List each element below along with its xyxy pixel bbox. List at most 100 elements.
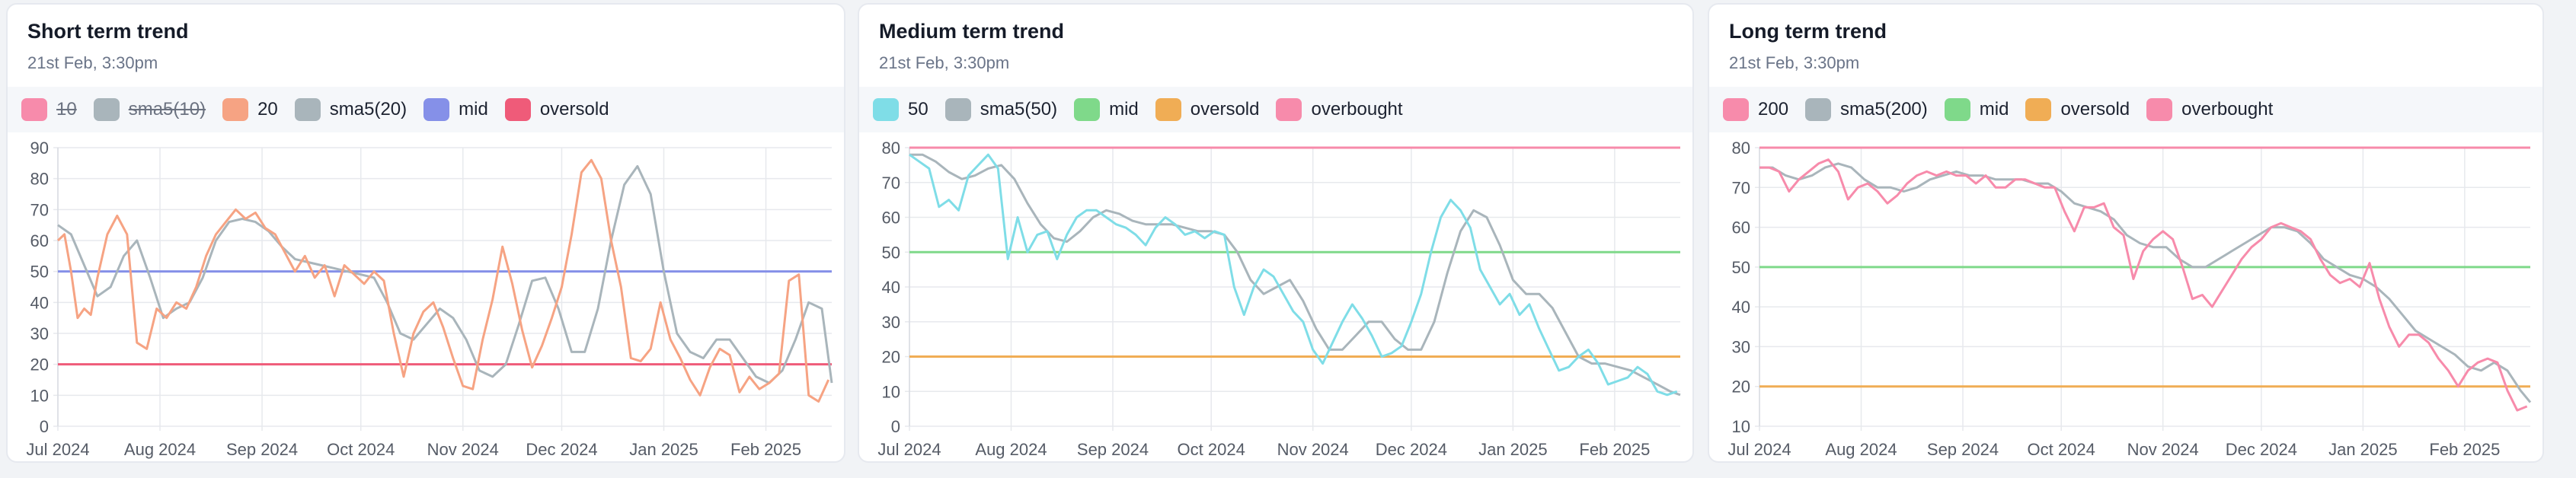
card-header: Short term trend 21st Feb, 3:30pm [8,5,844,84]
x-tick-label: Aug 2024 [975,440,1047,459]
x-tick-label: Jul 2024 [1727,440,1791,459]
legend-item-20[interactable]: 20 [222,98,278,121]
long-term-chart: 10 20 30 40 50 60 70 80 Jul 2024 Aug 2024 Sep 2024… [1727,139,2532,459]
y-tick-label: 40 [1732,298,1750,317]
x-tick-label: Feb 2025 [2429,440,2500,459]
y-tick-label: 80 [882,139,900,158]
series-line-sma5-50 [909,153,1681,397]
y-tick-label: 20 [882,348,900,367]
y-tick-label: 30 [30,324,49,343]
short-term-trend-card: Short term trend 21st Feb, 3:30pm 10 sma5… [6,3,845,463]
legend-item-overbought[interactable]: overbought [2146,98,2273,121]
legend-item-oversold[interactable]: oversold [2025,98,2130,121]
legend-label: 10 [56,99,77,120]
legend-label: sma5(10) [128,99,206,120]
x-tick-label: Sep 2024 [1077,440,1149,459]
y-tick-label: 50 [30,263,49,282]
legend-item-oversold[interactable]: oversold [504,98,609,121]
x-tick-label: Oct 2024 [327,440,395,459]
y-tick-label: 20 [1732,378,1750,397]
x-tick-label: Jan 2025 [2328,440,2398,459]
x-tick-label: Feb 2025 [730,440,801,459]
x-tick-label: Nov 2024 [427,440,499,459]
series-line-200 [1759,158,2528,412]
y-tick-label: 40 [882,278,900,297]
card-title: Short term trend [27,20,189,43]
legend-item-mid[interactable]: mid [1944,98,2009,121]
legend-label: overbought [2181,99,2274,120]
x-tick-label: Dec 2024 [526,440,597,459]
legend-label: mid [1979,99,2009,120]
card-timestamp: 21st Feb, 3:30pm [879,53,1010,72]
card-title: Medium term trend [879,20,1065,43]
legend-swatch [21,98,47,121]
card-timestamp: 21st Feb, 3:30pm [1729,53,1860,72]
x-tick-label: Aug 2024 [124,440,196,459]
legend-label: 200 [1758,99,1789,120]
y-tick-label: 70 [1732,178,1750,197]
x-tick-label: Oct 2024 [1178,440,1245,459]
x-tick-label: Jul 2024 [877,440,941,459]
legend-item-50[interactable]: 50 [873,98,928,121]
x-tick-label: Feb 2025 [1579,440,1650,459]
legend-label: oversold [2060,99,2130,120]
legend-swatch [504,98,531,121]
chart-legend: 10 sma5(10) 20 sma5(20) mid oversold [8,87,844,132]
legend-item-sma5-50[interactable]: sma5(50) [944,98,1058,121]
chart-legend: 50 sma5(50) mid oversold overbought [859,87,1692,132]
legend-label: sma5(20) [329,99,407,120]
legend-item-10[interactable]: 10 [21,98,77,121]
y-tick-label: 20 [30,355,49,374]
chart-legend: 200 sma5(200) mid oversold overbought [1709,87,2542,132]
legend-swatch [1074,98,1101,121]
medium-term-chart: 0 10 20 30 40 50 60 70 80 Jul 2024 Aug 2024 Sep 202… [877,139,1681,459]
y-tick-label: 40 [30,293,49,312]
legend-label: mid [1109,99,1139,120]
legend-swatch [1805,98,1832,121]
long-term-trend-card: Long term trend 21st Feb, 3:30pm 200 sma5… [1708,3,2544,463]
medium-term-trend-card: Medium term trend 21st Feb, 3:30pm 50 sma… [858,3,1694,463]
legend-item-sma5-20[interactable]: sma5(20) [294,98,407,121]
legend-item-mid[interactable]: mid [1074,98,1139,121]
card-header: Long term trend 21st Feb, 3:30pm [1709,5,2542,84]
legend-swatch [1155,98,1181,121]
y-tick-label: 10 [30,386,49,405]
series-line-20 [56,158,830,403]
y-tick-label: 60 [1732,218,1750,237]
legend-swatch [1944,98,1970,121]
legend-item-overbought[interactable]: overbought [1276,98,1403,121]
y-tick-label: 60 [882,209,900,228]
legend-label: sma5(50) [980,99,1058,120]
legend-swatch [2146,98,2173,121]
card-title: Long term trend [1729,20,1887,43]
legend-item-200[interactable]: 200 [1723,98,1788,121]
x-tick-label: Oct 2024 [2028,440,2095,459]
series-line-sma5-20 [57,164,833,384]
legend-item-sma5-10[interactable]: sma5(10) [93,98,206,121]
legend-item-oversold[interactable]: oversold [1155,98,1259,121]
y-tick-label: 70 [882,174,900,193]
legend-swatch [294,98,321,121]
legend-swatch [222,98,249,121]
y-tick-label: 50 [882,243,900,262]
y-tick-label: 60 [30,231,49,250]
y-tick-label: 70 [30,200,49,219]
x-tick-label: Nov 2024 [2127,440,2199,459]
legend-label: overbought [1311,99,1403,120]
y-tick-label: 30 [1732,337,1750,356]
x-tick-label: Nov 2024 [1277,440,1349,459]
legend-item-sma5-200[interactable]: sma5(200) [1805,98,1928,121]
y-tick-label: 30 [882,313,900,332]
legend-item-mid[interactable]: mid [423,98,488,121]
y-tick-label: 10 [882,382,900,401]
legend-label: 50 [908,99,928,120]
series-line-50 [909,153,1678,397]
x-tick-label: Jan 2025 [1478,440,1548,459]
legend-swatch [1723,98,1749,121]
y-tick-label: 90 [30,139,49,158]
y-tick-label: 0 [40,417,49,436]
legend-label: sma5(200) [1840,99,1928,120]
y-tick-label: 10 [1732,417,1750,436]
legend-swatch [873,98,899,121]
